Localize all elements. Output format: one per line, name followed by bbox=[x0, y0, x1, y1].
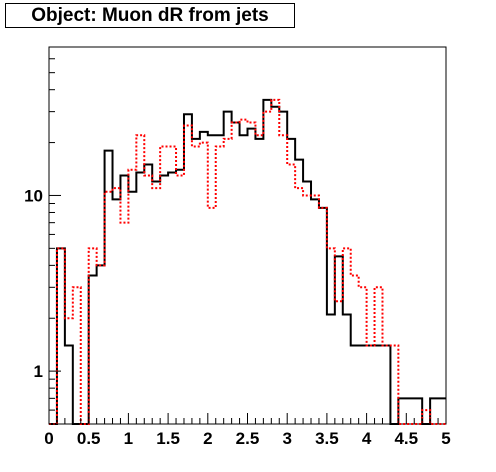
plot-frame-rect bbox=[48, 46, 447, 425]
series-0-line bbox=[49, 98, 446, 425]
series-layer bbox=[49, 98, 446, 425]
plot-frame bbox=[48, 46, 447, 425]
chart-title: Object: Muon dR from jets bbox=[5, 3, 295, 28]
x-tick-label: 1.5 bbox=[156, 429, 180, 448]
x-tick-label: 4 bbox=[362, 429, 372, 448]
x-tick-label: 5 bbox=[441, 429, 450, 448]
series-1-line bbox=[49, 98, 446, 425]
x-tick-label: 3.5 bbox=[315, 429, 339, 448]
y-tick-label: 10 bbox=[24, 186, 43, 205]
x-tick-label: 1 bbox=[124, 429, 133, 448]
x-tick-label: 0.5 bbox=[77, 429, 101, 448]
x-tick-label: 3 bbox=[282, 429, 291, 448]
y-tick-label: 1 bbox=[34, 362, 43, 381]
x-tick-label: 0 bbox=[44, 429, 53, 448]
x-tick-label: 4.5 bbox=[394, 429, 418, 448]
x-tick-label: 2 bbox=[203, 429, 212, 448]
x-tick-label: 2.5 bbox=[236, 429, 260, 448]
axes: 0 0.5 1 1.5 2 2.5 3 3.5 4 4.5 5 1 10 bbox=[24, 46, 451, 448]
